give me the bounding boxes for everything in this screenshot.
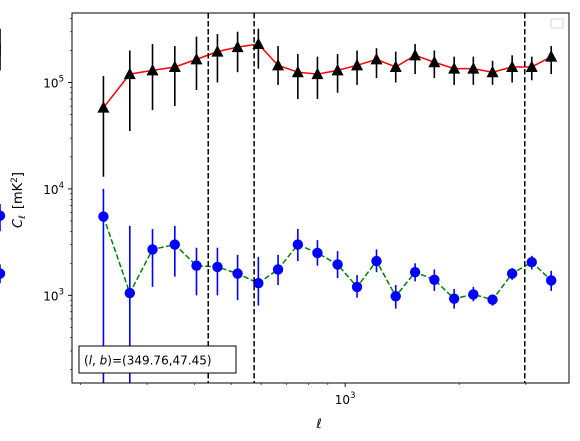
data-point-triangle bbox=[146, 63, 159, 76]
data-point-circle bbox=[332, 259, 343, 270]
data-point-circle bbox=[526, 256, 537, 268]
data-point-triangle bbox=[123, 67, 136, 80]
data-point-circle bbox=[371, 255, 382, 267]
data-point-triangle bbox=[168, 60, 181, 72]
annotation-text: (l, b)=(349.76,47.45) bbox=[84, 354, 212, 368]
data-point-triangle bbox=[351, 58, 364, 71]
data-point-triangle bbox=[428, 55, 441, 68]
y-tick-label: 104 bbox=[43, 181, 64, 197]
data-point-circle bbox=[0, 210, 6, 221]
series-1 bbox=[0, 188, 557, 383]
data-point-circle bbox=[429, 274, 440, 285]
data-point-triangle bbox=[545, 50, 558, 62]
data-point-circle bbox=[253, 278, 264, 289]
data-point-circle bbox=[147, 244, 158, 255]
x-axis-label: ℓ bbox=[315, 417, 321, 432]
data-point-circle bbox=[506, 268, 518, 279]
data-point-triangle bbox=[272, 58, 285, 71]
data-point-circle bbox=[272, 264, 284, 275]
data-point-circle bbox=[448, 293, 460, 304]
data-point-circle bbox=[124, 287, 135, 299]
data-point-triangle bbox=[389, 60, 402, 72]
data-point-circle bbox=[292, 239, 304, 250]
tick-layer: 103 104 105 103 bbox=[43, 18, 527, 407]
data-point-triangle bbox=[97, 101, 110, 113]
vline-layer bbox=[207, 13, 526, 383]
data-point-circle bbox=[169, 239, 181, 250]
data-point-circle bbox=[351, 281, 363, 293]
annotation-box: (l, b)=(349.76,47.45) bbox=[78, 345, 237, 374]
data-point-circle bbox=[487, 294, 498, 305]
data-point-circle bbox=[546, 275, 557, 286]
data-point-triangle bbox=[506, 60, 519, 72]
axes-frame bbox=[71, 12, 570, 384]
data-point-triangle bbox=[486, 65, 499, 78]
data-point-circle bbox=[409, 266, 421, 278]
data-point-triangle bbox=[467, 62, 480, 74]
y-axis-label: Cℓ [mK2] bbox=[10, 172, 28, 228]
data-point-triangle bbox=[448, 62, 461, 74]
data-point-circle bbox=[0, 268, 6, 279]
series-layer bbox=[0, 28, 558, 383]
legend-box bbox=[550, 18, 564, 29]
data-point-circle bbox=[232, 268, 243, 279]
data-point-triangle bbox=[291, 65, 304, 78]
plot-area bbox=[72, 13, 569, 383]
data-point-circle bbox=[390, 291, 401, 302]
data-point-circle bbox=[191, 260, 202, 271]
series-0 bbox=[0, 28, 558, 177]
data-point-triangle bbox=[331, 63, 344, 76]
y-tick-label: 105 bbox=[43, 75, 64, 91]
data-point-circle bbox=[98, 211, 109, 222]
x-tick-label: 103 bbox=[335, 391, 356, 407]
data-point-triangle bbox=[252, 37, 265, 50]
data-point-triangle bbox=[190, 52, 203, 65]
data-point-triangle bbox=[231, 40, 244, 53]
data-point-circle bbox=[212, 261, 223, 273]
data-point-triangle bbox=[211, 45, 224, 57]
data-point-circle bbox=[312, 247, 323, 259]
data-point-triangle bbox=[370, 52, 383, 65]
data-point-triangle bbox=[409, 48, 422, 61]
data-point-triangle bbox=[311, 67, 324, 80]
y-tick-label: 103 bbox=[43, 287, 64, 303]
data-point-circle bbox=[468, 289, 479, 300]
data-point-triangle bbox=[525, 60, 538, 72]
